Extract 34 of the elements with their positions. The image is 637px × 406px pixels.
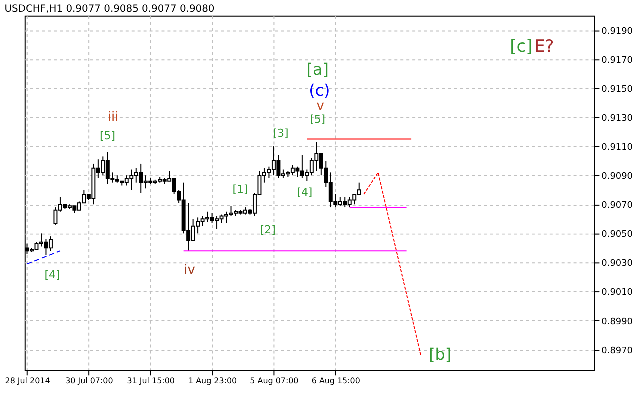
y-tick-label: 0.9170 [602, 56, 634, 66]
y-tick-label: 0.9090 [602, 172, 634, 182]
x-tick-label: 30 Jul 07:00 [66, 376, 114, 386]
annotation: [1] [232, 183, 248, 196]
y-tick-label: 0.9150 [602, 84, 634, 95]
y-tick-label: 0.9010 [602, 288, 634, 298]
y-tick-label: 0.9190 [602, 26, 634, 37]
annotation: [a] [306, 60, 329, 80]
y-tick-label: 0.8970 [602, 346, 634, 356]
annotation: E? [534, 36, 554, 56]
y-tick-label: 0.9070 [602, 201, 634, 212]
y-tick-label: 0.9050 [602, 230, 634, 240]
y-tick-label: 0.9130 [602, 114, 634, 124]
annotation: [b] [429, 345, 452, 364]
y-tick-label: 0.8990 [602, 317, 634, 328]
annotation: [c] [510, 36, 533, 56]
annotation: [5] [100, 130, 116, 143]
annotation: [4] [44, 268, 60, 282]
annotation: [4] [297, 186, 313, 199]
chart-title: USDCHF,H1 0.9077 0.9085 0.9077 0.9080 [4, 4, 215, 15]
annotation: [3] [273, 126, 289, 140]
x-tick-label: 28 Jul 2014 [5, 376, 50, 386]
annotation: [2] [260, 223, 276, 236]
annotation: [5] [310, 112, 326, 126]
x-tick-label: 5 Aug 07:00 [250, 376, 299, 386]
annotation: v [316, 98, 325, 114]
y-tick-label: 0.9110 [602, 143, 634, 154]
y-tick-label: 0.9030 [602, 259, 634, 270]
annotation: iii [108, 110, 119, 126]
annotation: (c) [309, 80, 330, 100]
x-tick-label: 6 Aug 15:00 [312, 376, 360, 386]
x-tick-label: 1 Aug 23:00 [188, 376, 238, 386]
annotation: iv [184, 262, 196, 278]
x-tick-label: 31 Jul 15:00 [127, 376, 175, 386]
